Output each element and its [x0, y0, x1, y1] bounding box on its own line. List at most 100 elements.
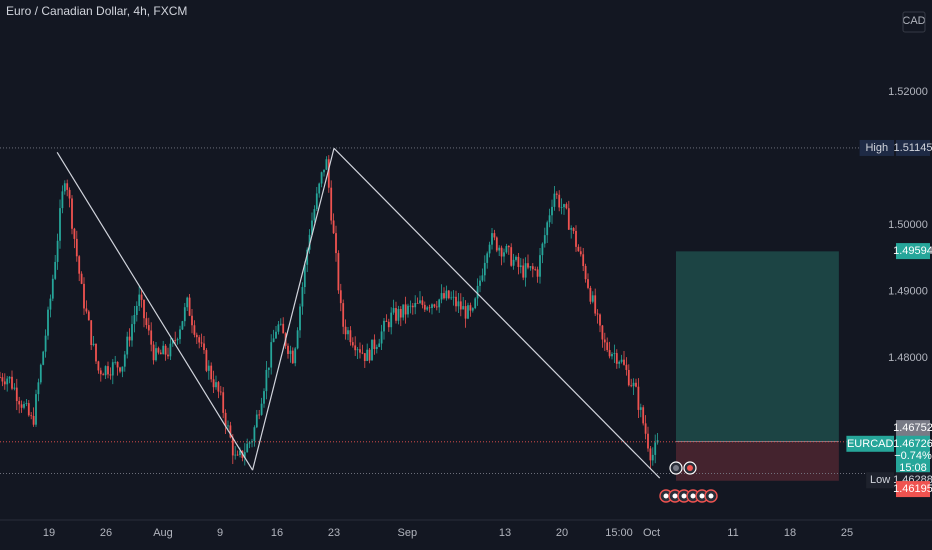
candle-body	[539, 255, 541, 277]
candle-body	[474, 298, 477, 309]
candle-body	[546, 222, 549, 236]
candle-body	[248, 442, 251, 444]
y-tick-label: 1.52000	[888, 86, 928, 98]
candle-body	[212, 379, 215, 388]
candle-body	[361, 352, 364, 354]
candle-body	[613, 353, 616, 354]
candle-body	[555, 193, 558, 195]
candle-body	[584, 265, 587, 280]
candle-body	[222, 392, 225, 413]
candle-body	[481, 275, 484, 281]
candle-body	[589, 287, 592, 302]
candle-body	[457, 301, 460, 307]
candle-body	[294, 348, 297, 364]
candle-body	[78, 256, 81, 274]
candle-body	[611, 353, 613, 357]
candle-body	[431, 304, 433, 308]
candle-body	[397, 309, 400, 321]
trend-line[interactable]	[56, 151, 254, 471]
candle-body	[632, 382, 635, 387]
currency-box[interactable]	[902, 11, 926, 33]
candle-body	[289, 350, 292, 354]
candle-body	[409, 305, 412, 307]
candle-body	[258, 414, 261, 416]
candle-body	[224, 412, 227, 427]
candle-body	[35, 394, 37, 425]
x-tick-label: 13	[499, 527, 511, 539]
candle-body	[140, 294, 143, 300]
candle-body	[505, 245, 508, 253]
candle-body	[464, 306, 467, 319]
candle-body	[500, 247, 503, 257]
candle-body	[325, 159, 328, 170]
candle-body	[541, 243, 544, 256]
candle-body	[1, 377, 4, 382]
candle-body	[587, 279, 589, 288]
candle-body	[443, 293, 445, 299]
candle-body	[155, 348, 157, 361]
candle-body	[615, 353, 618, 364]
candle-body	[181, 321, 184, 330]
candle-body	[13, 387, 16, 389]
candle-body	[159, 352, 162, 355]
candle-body	[135, 305, 138, 315]
candle-body	[380, 331, 383, 344]
loss-zone[interactable]	[676, 441, 839, 481]
candle-body	[104, 366, 107, 376]
candle-body	[467, 305, 469, 319]
candle-body	[32, 415, 35, 425]
candle-body	[476, 285, 479, 299]
candle-body	[349, 330, 352, 343]
x-tick-label: 26	[100, 527, 112, 539]
symbol-value: −0.74%	[894, 450, 932, 462]
candle-body	[572, 228, 575, 231]
candle-body	[227, 425, 229, 427]
currency-label: CAD	[902, 15, 925, 27]
y-tick-label: 1.50000	[888, 219, 928, 231]
stop-value: 1.46195	[893, 483, 932, 495]
target-tag	[896, 243, 930, 260]
candle-body	[548, 215, 551, 223]
candle-body	[150, 330, 153, 345]
candle-body	[80, 273, 83, 284]
candle-body	[479, 280, 481, 286]
candle-body	[601, 325, 604, 340]
candle-body	[236, 454, 239, 456]
candle-body	[647, 433, 649, 449]
symbol-title[interactable]: Euro / Canadian Dollar, 4h, FXCM	[6, 4, 188, 18]
candle-body	[603, 339, 606, 343]
candle-body	[644, 423, 647, 434]
candle-body	[407, 305, 409, 315]
candle-body	[282, 323, 285, 334]
candle-body	[123, 354, 126, 367]
candle-body	[440, 293, 443, 300]
symbol-label-tag	[846, 435, 894, 452]
candle-body	[575, 230, 577, 247]
candle-body	[483, 262, 486, 276]
candle-body	[176, 339, 179, 341]
candle-body	[15, 387, 18, 402]
candle-body	[30, 415, 33, 417]
candle-body	[469, 305, 472, 311]
candle-body	[383, 320, 385, 332]
candle-body	[279, 323, 282, 325]
candles	[0, 155, 659, 469]
trend-line[interactable]	[333, 147, 661, 479]
candle-body	[368, 349, 371, 361]
profit-zone[interactable]	[676, 251, 839, 442]
candle-body	[392, 308, 395, 313]
candle-body	[111, 362, 114, 376]
candle-body	[433, 304, 436, 307]
candle-body	[47, 309, 49, 336]
candle-body	[25, 403, 28, 405]
candle-body	[450, 297, 453, 299]
trend-line[interactable]	[251, 148, 335, 471]
candle-body	[51, 278, 54, 299]
candle-body	[71, 198, 73, 229]
candle-body	[174, 339, 177, 341]
candle-body	[68, 189, 71, 199]
candle-body	[234, 454, 237, 456]
candle-body	[102, 374, 105, 376]
candle-body	[56, 240, 59, 262]
